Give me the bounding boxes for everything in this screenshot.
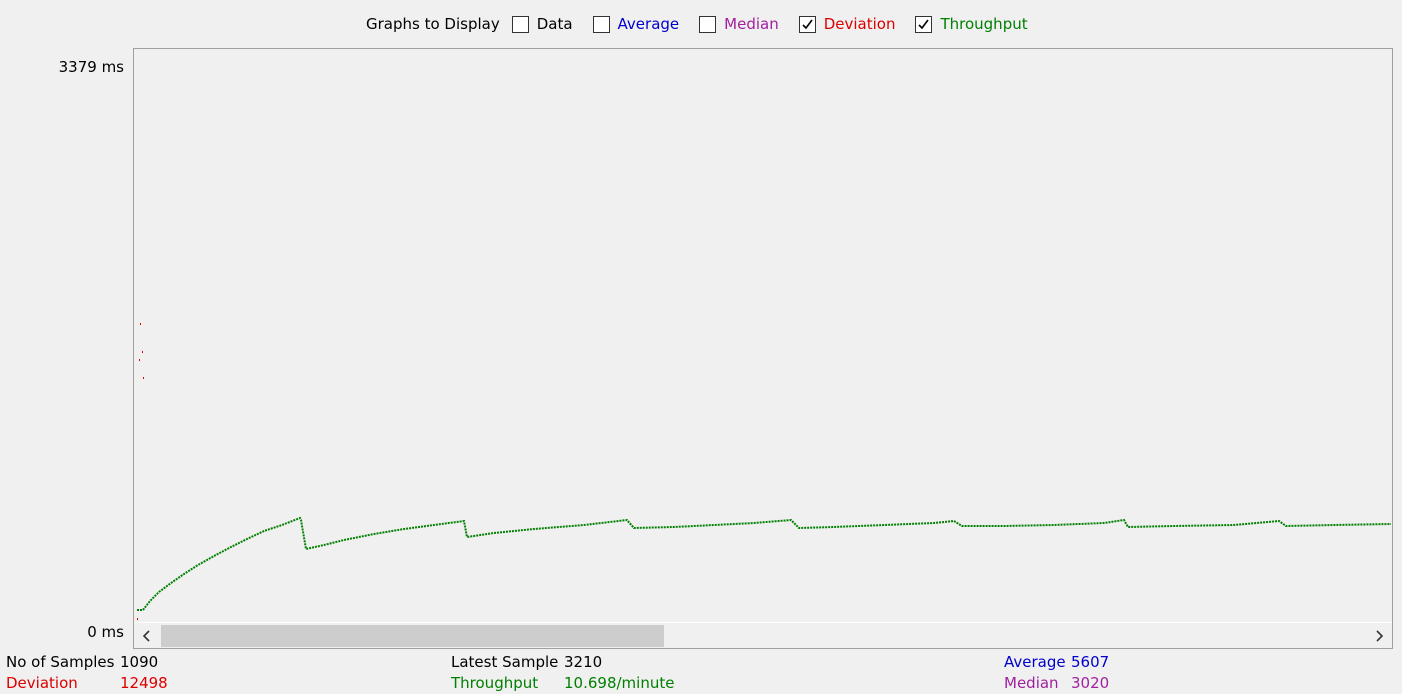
deviation-checkbox-label: Deviation [823,15,896,33]
deviation-value: 12498 [120,674,168,692]
horizontal-scrollbar[interactable] [134,622,1392,648]
deviation-point [143,377,144,379]
latest-sample-label: Latest Sample [451,653,559,671]
graph-canvas [137,323,1392,620]
graph-panel [133,48,1393,649]
throughput-checkbox[interactable]: Throughput [915,15,1028,33]
average-checkbox-label: Average [617,15,680,33]
statistics-panel: No of Samples 1090 Deviation 12498 Lates… [0,650,1402,694]
throughput-checkbox-box[interactable] [915,15,933,33]
scroll-right-button[interactable] [1366,623,1392,648]
scroll-left-button[interactable] [134,623,160,648]
y-axis-min-label: 0 ms [87,623,124,641]
graphs-legend: Graphs to Display Data Average Median De… [366,12,1048,36]
throughput-label: Throughput [451,674,539,692]
average-value: 5607 [1071,653,1110,671]
checkmark-icon [918,19,930,29]
throughput-line [137,516,1392,611]
average-checkbox-box[interactable] [592,15,610,33]
deviation-point [140,323,141,325]
deviation-label: Deviation [6,674,78,692]
deviation-point [142,351,143,353]
median-checkbox-label: Median [724,15,779,33]
data-checkbox-label: Data [536,15,573,33]
data-checkbox[interactable]: Data [511,15,573,33]
deviation-checkbox-box[interactable] [798,15,816,33]
deviation-checkbox[interactable]: Deviation [798,15,896,33]
samples-label: No of Samples [6,653,115,671]
data-checkbox-box[interactable] [511,15,529,33]
deviation-series [137,323,144,620]
scrollbar-thumb[interactable] [161,625,664,647]
median-value: 3020 [1071,674,1110,692]
y-axis-max-label: 3379 ms [58,58,124,76]
legend-title: Graphs to Display [366,15,500,33]
average-label: Average [1004,653,1066,671]
deviation-point [137,618,138,620]
throughput-value: 10.698/minute [564,674,675,692]
chevron-right-icon [1376,630,1384,642]
median-checkbox-box[interactable] [699,15,717,33]
latest-sample-value: 3210 [564,653,603,671]
throughput-checkbox-label: Throughput [940,15,1028,33]
chevron-left-icon [142,630,150,642]
average-checkbox[interactable]: Average [592,15,680,33]
median-checkbox[interactable]: Median [699,15,779,33]
samples-value: 1090 [120,653,159,671]
deviation-point [139,359,140,361]
median-label: Median [1004,674,1059,692]
checkmark-icon [802,19,813,29]
